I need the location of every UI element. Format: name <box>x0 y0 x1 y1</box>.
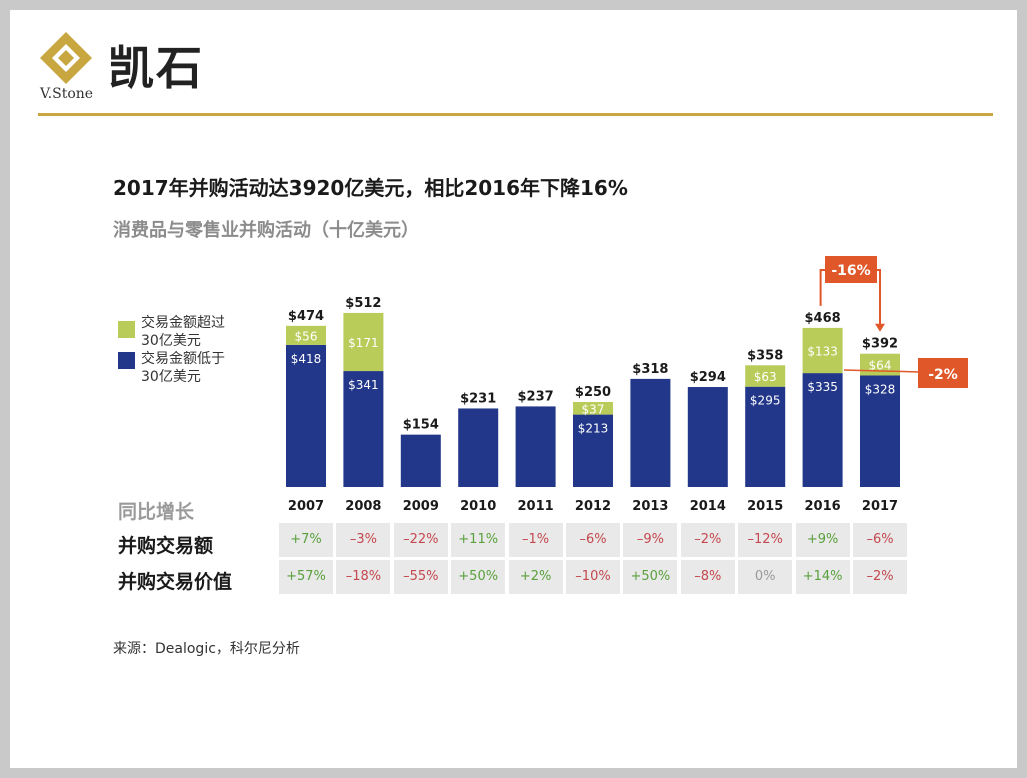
bar-label-large-deals: $63 <box>754 370 777 384</box>
legend-swatch-large-deals <box>118 321 135 338</box>
bar-small-deals <box>802 373 843 487</box>
logo-subtitle: V.Stone <box>40 86 94 102</box>
header-rule <box>38 113 993 116</box>
bar-total-label: $250 <box>575 385 611 400</box>
value-change-connector <box>843 369 921 373</box>
bar-label-small-deals: $341 <box>348 378 379 392</box>
bar-label-small-deals: $213 <box>578 422 609 436</box>
value-change-badge-label: -2% <box>928 367 958 383</box>
growth-cell: +50% <box>623 560 678 594</box>
legend-swatch-small-deals <box>118 352 135 369</box>
growth-cell: –1% <box>508 523 563 557</box>
legend-label-small-deals: 交易金额低于 30亿美元 <box>141 350 261 386</box>
bar-small-deals <box>687 387 728 487</box>
bar-total-label: $392 <box>862 337 898 352</box>
logo-text: 凯石 <box>108 41 204 95</box>
growth-cell: –18% <box>336 560 391 594</box>
bar-total-label: $294 <box>690 370 726 385</box>
x-tick-label: 2016 <box>805 499 841 514</box>
row-label-deal-count: 并购交易额 <box>118 535 214 557</box>
legend-line: 交易金额低于 <box>141 351 225 367</box>
growth-header: 同比增长 <box>118 501 195 523</box>
growth-cell: –3% <box>336 523 391 557</box>
x-tick-label: 2014 <box>690 499 726 514</box>
decline-badge-label: -16% <box>831 263 870 279</box>
growth-cell: +50% <box>451 560 506 594</box>
legend-line: 30亿美元 <box>141 333 201 349</box>
bar-label-large-deals: $56 <box>295 329 318 343</box>
bar-large-deals <box>286 325 326 345</box>
growth-cell: –9% <box>623 523 678 557</box>
bar-label-small-deals: $335 <box>807 380 838 394</box>
x-tick-label: 2008 <box>345 499 381 514</box>
bar-small-deals <box>400 434 441 487</box>
decline-badge <box>825 256 877 283</box>
value-change-badge <box>918 358 968 388</box>
bar-label-small-deals: $328 <box>865 382 896 396</box>
growth-cell: –6% <box>566 523 620 557</box>
x-tick-label: 2009 <box>403 499 439 514</box>
bar-label-small-deals: $418 <box>291 352 322 366</box>
bar-total-label: $512 <box>345 296 381 311</box>
bar-total-label: $474 <box>288 309 324 324</box>
x-tick-label: 2015 <box>747 499 783 514</box>
bar-small-deals <box>458 408 499 487</box>
growth-cell: –10% <box>566 560 620 594</box>
chart-subtitle: 消费品与零售业并购活动（十亿美元） <box>113 220 419 241</box>
bar-large-deals <box>745 365 786 387</box>
x-tick-label: 2011 <box>518 499 554 514</box>
bar-large-deals <box>802 327 843 374</box>
growth-cell: –8% <box>680 560 735 594</box>
growth-cell: +14% <box>795 560 850 594</box>
growth-cell: +2% <box>508 560 563 594</box>
growth-cell: 0% <box>738 560 793 594</box>
growth-cell: +9% <box>795 523 850 557</box>
x-tick-label: 2010 <box>460 499 496 514</box>
bar-total-label: $468 <box>805 311 841 326</box>
bar-label-large-deals: $37 <box>582 402 605 416</box>
bar-small-deals <box>515 406 556 487</box>
bar-label-large-deals: $133 <box>807 344 838 358</box>
diamond-logo-icon <box>40 32 92 84</box>
growth-cell: –6% <box>853 523 907 557</box>
x-tick-label: 2007 <box>288 499 324 514</box>
growth-cell: –12% <box>738 523 793 557</box>
arrow-head-icon <box>875 323 885 332</box>
bar-large-deals <box>343 312 384 372</box>
bar-large-deals <box>573 402 613 415</box>
growth-cell: –22% <box>393 523 448 557</box>
bar-label-large-deals: $64 <box>869 359 892 373</box>
bar-small-deals <box>630 378 671 487</box>
bar-label-large-deals: $171 <box>348 336 379 350</box>
bar-total-label: $154 <box>403 418 439 433</box>
row-label-deal-value: 并购交易价值 <box>118 571 233 593</box>
growth-cell: –2% <box>853 560 907 594</box>
bar-total-label: $231 <box>460 391 496 406</box>
bar-label-small-deals: $295 <box>750 394 781 408</box>
growth-cell: –2% <box>680 523 735 557</box>
x-tick-label: 2012 <box>575 499 611 514</box>
legend-label-large-deals: 交易金额超过 30亿美元 <box>141 314 261 350</box>
chart-title: 2017年并购活动达3920亿美元，相比2016年下降16% <box>113 176 628 200</box>
growth-cell: +11% <box>451 523 506 557</box>
bar-small-deals <box>343 371 384 487</box>
bar-small-deals <box>573 414 613 487</box>
bar-total-label: $358 <box>747 348 783 363</box>
bar-total-label: $318 <box>632 362 668 377</box>
growth-cell: –55% <box>393 560 448 594</box>
legend-line: 30亿美元 <box>141 369 201 385</box>
growth-cell: +57% <box>279 560 333 594</box>
x-tick-label: 2013 <box>632 499 668 514</box>
bar-small-deals <box>860 375 900 487</box>
bar-small-deals <box>745 386 786 487</box>
bar-small-deals <box>286 344 326 487</box>
source-note: 来源：Dealogic，科尔尼分析 <box>113 641 300 657</box>
legend-line: 交易金额超过 <box>141 315 225 331</box>
growth-cell: +7% <box>279 523 333 557</box>
bar-total-label: $237 <box>518 389 554 404</box>
x-tick-label: 2017 <box>862 499 898 514</box>
